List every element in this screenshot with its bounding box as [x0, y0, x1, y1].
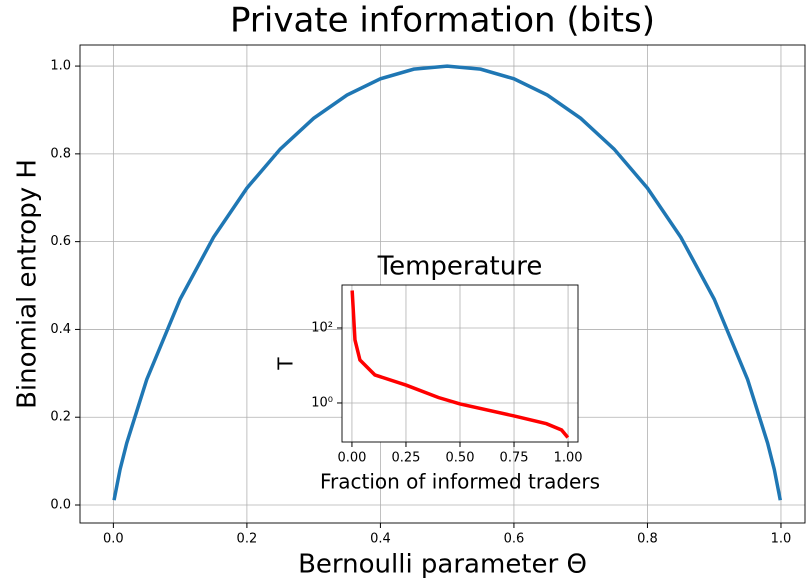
x-tick-label: 1.0 [771, 532, 792, 547]
y-tick-label: 10⁰ [311, 395, 333, 410]
plot-frame [341, 284, 579, 443]
y-axis-label: Binomial entropy H [13, 159, 43, 409]
x-tick-label: 0.6 [504, 532, 525, 547]
chart-title: Private information (bits) [230, 1, 655, 41]
x-axis-label: Bernoulli parameter Θ [298, 550, 587, 580]
y-tick-label: 0.8 [50, 146, 71, 161]
x-axis-label: Fraction of informed traders [320, 470, 600, 494]
x-tick-label: 0.2 [237, 532, 258, 547]
x-tick-label: 0.00 [337, 451, 366, 466]
y-tick-label: 0.4 [50, 322, 71, 337]
x-tick-label: 0.4 [370, 532, 391, 547]
plot-area [80, 45, 805, 523]
y-tick-label: 0.6 [50, 234, 71, 249]
y-tick-label: 10² [311, 320, 333, 335]
plot-frame [79, 44, 806, 524]
y-axis-label: T [274, 357, 298, 371]
y-tick-label: 0.2 [50, 410, 71, 425]
chart-title: Temperature [377, 252, 543, 282]
x-tick-label: 0.0 [103, 532, 124, 547]
data-line [350, 290, 570, 439]
x-tick-label: 1.00 [554, 451, 583, 466]
x-tick-label: 0.25 [391, 451, 420, 466]
y-tick-label: 1.0 [50, 59, 71, 74]
x-tick-label: 0.50 [446, 451, 475, 466]
data-line [112, 64, 783, 501]
x-tick-label: 0.75 [500, 451, 529, 466]
y-tick-label: 0.0 [50, 498, 71, 513]
x-tick-label: 0.8 [637, 532, 658, 547]
